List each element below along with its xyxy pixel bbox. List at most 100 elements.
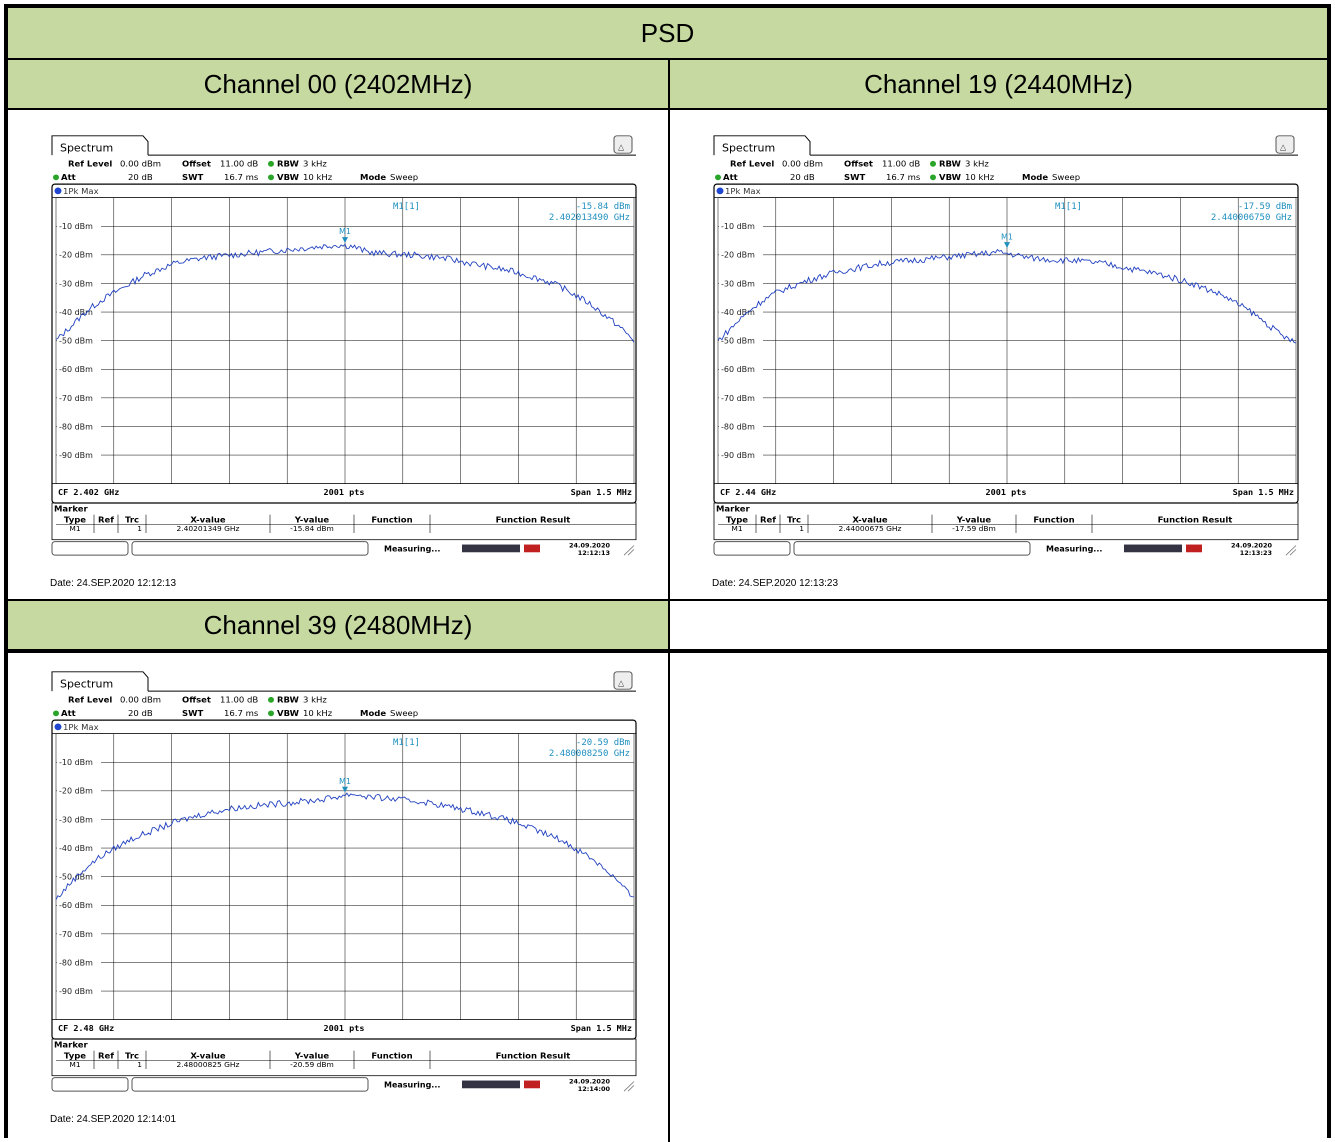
marker-table-header: Y-value [294,1050,330,1060]
tab-frame [713,135,811,156]
y-tick-label: -60 dBm [721,365,755,374]
y-tick-label: -30 dBm [721,279,755,288]
vbw-indicator-icon [268,710,274,717]
status-text: Measuring... [384,1080,440,1089]
marker-table-header: Function [371,514,412,524]
marker-table-frame [713,502,1299,541]
marker-table-header: Function [371,1050,412,1060]
y-tick-bg [719,334,763,346]
y-tick-label: -30 dBm [59,815,93,824]
marker-table-header: Trc [125,514,139,524]
marker-table-header: Function [1033,514,1074,524]
y-tick-bg [57,392,101,403]
att-value: 20 dB [128,172,153,182]
offset-label: Offset [182,695,211,705]
offset-label: Offset [844,159,873,169]
marker-readout-value: -20.59 dBm [576,738,630,748]
y-tick-label: -40 dBm [59,844,93,853]
y-tick-bg [57,420,101,432]
status-date: 24.09.2020 [569,1078,611,1086]
y-tick-bg [57,785,101,796]
status-text: Measuring... [384,544,440,553]
progress-bar-icon [1124,544,1182,553]
tab-label: Spectrum [722,141,775,154]
status-field-1 [713,541,791,556]
progress-bar-icon [462,1080,520,1089]
date-ch39: Date: 24.SEP.2020 12:14:01 [50,1114,177,1125]
offset-value: 11.00 dB [220,159,258,169]
marker-row-type: M1 [69,1060,80,1069]
y-tick-bg [57,277,101,289]
trace-label: 1Pk Max [725,186,761,196]
marker-readout-value: -15.84 dBm [576,202,630,212]
resize-grip-icon [623,1081,635,1092]
spectrum-chart: Spectrum △ Ref Level 0.00 dBm Offset 11.00 dB… [713,135,1299,557]
y-tick-bg [57,334,101,346]
marker-readout-freq: 2.480008250 GHz [549,749,630,759]
ref-level-value: 0.00 dBm [120,695,161,705]
mode-value: Sweep [390,172,418,182]
marker-row-y-value: -15.84 dBm [290,524,334,533]
swt-value: 16.7 ms [886,172,920,182]
settings-icon: △ [618,678,625,687]
y-tick-bg [719,220,763,232]
status-indicator-icon [524,1080,540,1089]
offset-label: Offset [182,159,211,169]
status-time: 12:14:00 [578,1085,611,1093]
status-field-1 [51,541,129,556]
marker-table-title: Marker [54,504,89,514]
marker-table-header: Type [64,514,86,524]
ref-level-label: Ref Level [68,159,112,169]
rbw-indicator-icon [268,696,274,703]
marker-label: M1 [339,777,351,786]
y-tick-label: -30 dBm [59,279,93,288]
marker-table-header: X-value [190,514,226,524]
marker-table-header: X-value [190,1050,226,1060]
marker-row-x-value: 2.48000825 GHz [177,1060,240,1069]
rbw-label: RBW [939,159,961,169]
vbw-label: VBW [277,708,299,718]
mode-label: Mode [1022,172,1048,182]
marker-table-header: Type [726,514,748,524]
tab-frame [51,135,149,156]
att-label: Att [61,172,76,182]
marker-row-x-value: 2.44000675 GHz [839,524,902,533]
rbw-value: 3 kHz [303,695,327,705]
y-tick-bg [719,392,763,403]
marker-row-x-value: 2.40201349 GHz [177,524,240,533]
swt-label: SWT [182,172,204,182]
marker-row-y-value: -17.59 dBm [952,524,996,533]
sweep-points: 2001 pts [324,487,365,497]
y-tick-label: -60 dBm [59,365,93,374]
y-tick-bg [57,842,101,853]
trace-indicator-icon [54,723,62,731]
vbw-label: VBW [939,172,961,182]
y-tick-label: -20 dBm [59,251,93,260]
marker-readout-value: -17.59 dBm [1238,202,1292,212]
ref-level-value: 0.00 dBm [782,159,823,169]
status-field-2 [793,541,1031,556]
marker-table-frame [51,502,637,541]
att-indicator-icon [53,174,59,181]
spectrum-screenshot-ch00: Spectrum △ Ref Level 0.00 dBm Offset 11.00 dB… [48,130,638,560]
settings-icon: △ [618,142,625,151]
resize-grip-icon [1285,545,1297,556]
cell-header-ch39: Channel 39 (2480MHz) [8,601,668,651]
vbw-label: VBW [277,172,299,182]
ref-level-label: Ref Level [68,695,112,705]
status-field-2 [131,1077,369,1092]
marker-row-trc: 1 [137,1060,142,1069]
att-value: 20 dB [790,172,815,182]
y-tick-bg [57,220,101,232]
status-indicator-icon [524,544,540,553]
status-field-1 [51,1077,129,1092]
y-tick-bg [719,306,763,317]
date-ch19: Date: 24.SEP.2020 12:13:23 [712,578,839,589]
marker-row-type: M1 [69,524,80,533]
marker-readout-freq: 2.402013490 GHz [549,213,630,223]
y-tick-bg [719,249,763,260]
y-tick-bg [57,928,101,939]
cell-header-empty [670,601,1327,651]
cell-header-ch19: Channel 19 (2440MHz) [670,60,1327,110]
span: Span 1.5 MHz [1233,487,1294,497]
